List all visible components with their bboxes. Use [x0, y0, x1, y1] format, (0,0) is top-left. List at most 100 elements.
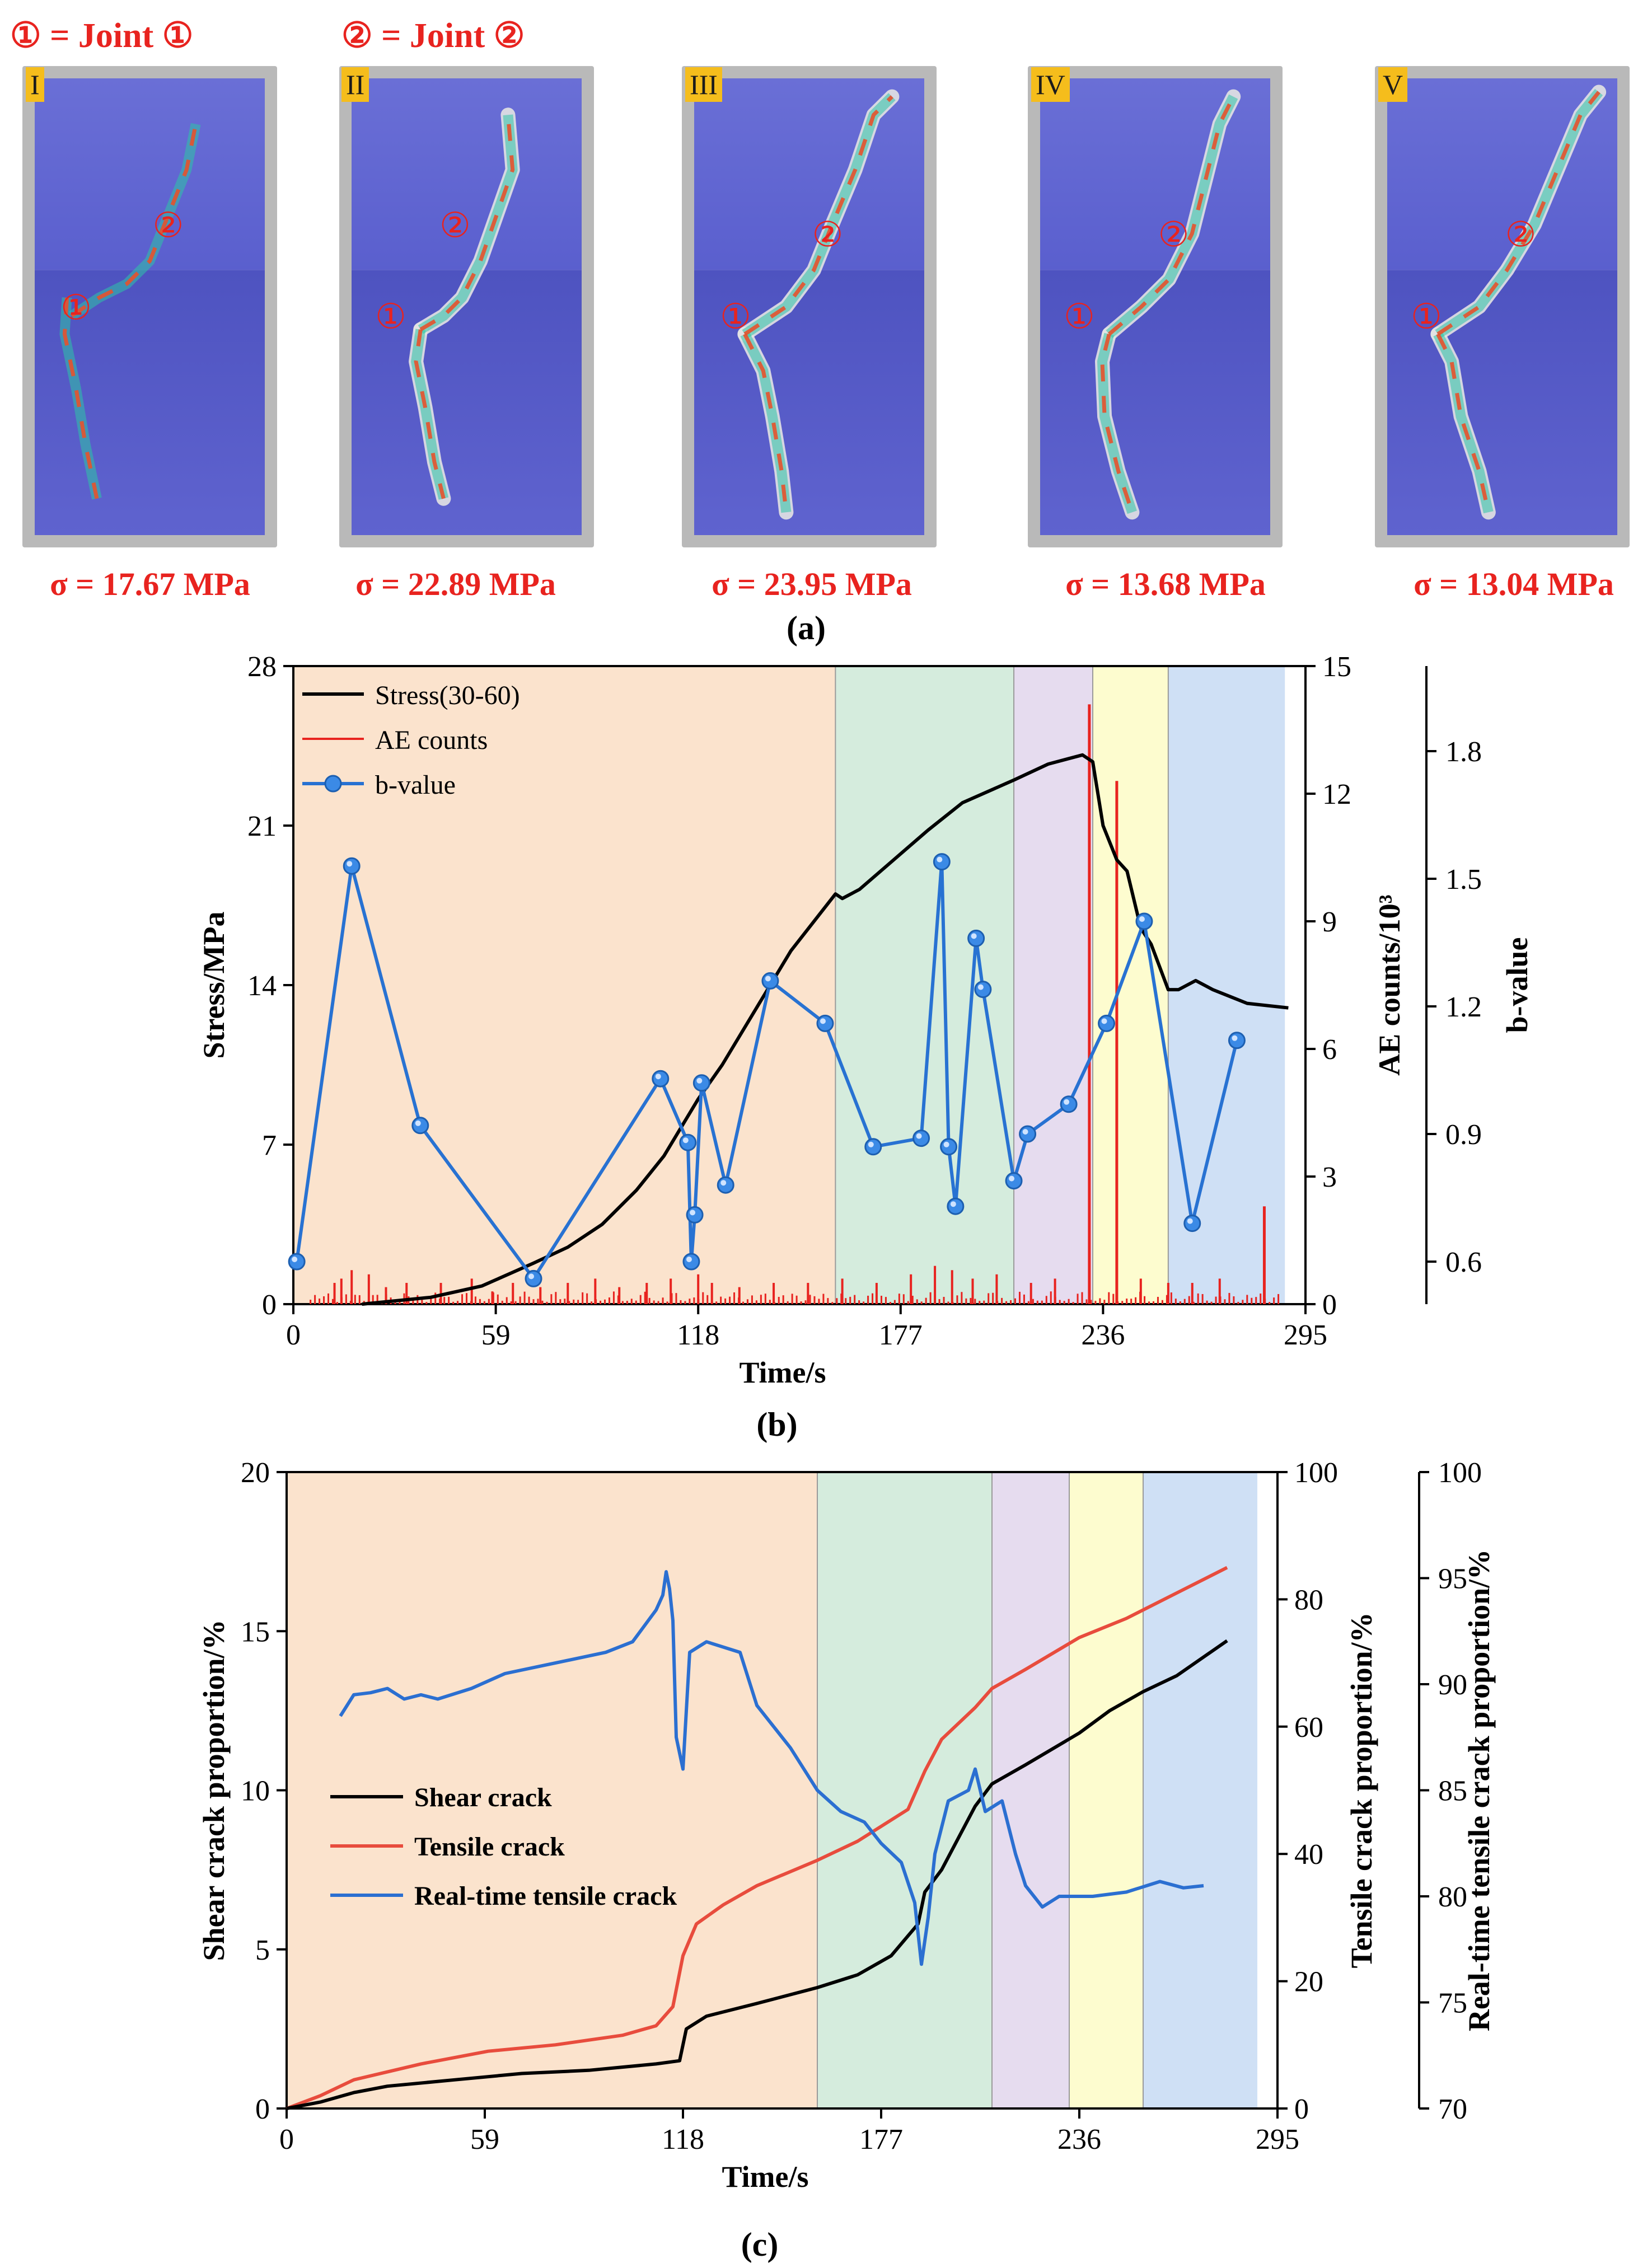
specimen-3: ①②: [682, 66, 937, 547]
b-value-point-highlight: [696, 1077, 703, 1084]
strain-peak-joint-2: [70, 123, 198, 318]
legend-shear-label: Shear crack: [414, 1783, 552, 1812]
third-axis-tick-label: 1.2: [1445, 991, 1482, 1023]
x-tick-label: 59: [481, 1319, 511, 1351]
x-tick-label: 118: [662, 2124, 704, 2155]
b-value-point-highlight: [868, 1141, 874, 1147]
b-value-point-highlight: [1232, 1035, 1238, 1041]
left-tick-label: 10: [241, 1775, 270, 1807]
stage-band-1: [293, 666, 836, 1304]
x-axis-label: Time/s: [722, 2160, 808, 2194]
left-tick-label: 20: [241, 1457, 270, 1489]
x-tick-label: 0: [279, 2124, 294, 2155]
strain-peak-joint-1: [743, 333, 788, 513]
b-value-point-highlight: [720, 1180, 727, 1186]
b-value-point-12: [864, 1138, 882, 1156]
b-value-point-8: [692, 1074, 710, 1092]
specimen-label-III: III: [685, 67, 722, 102]
third-axis-tick-label: 70: [1438, 2093, 1467, 2125]
stress-ae-bvalue-chart: 0 59 118 177 236 295 Time/s 0 7 14 21 28 Stress/MPa 0…: [197, 651, 1534, 1443]
panel-c-chart: 0 59 118 177 236 295 Time/s 0 5 10 15 20 Shear crack…: [0, 1450, 1652, 2265]
left-tick-label: 21: [247, 810, 277, 842]
right-tick-label: 12: [1322, 779, 1351, 810]
third-axis-tick-label: 90: [1438, 1669, 1467, 1701]
b-value-point-highlight: [765, 976, 771, 982]
strain-peak-joint-1: [1436, 333, 1491, 513]
joint-2-marker: ②: [439, 207, 471, 245]
stage-band-1: [287, 1472, 817, 2108]
real-time-tensile-crack-series-line: [339, 1570, 1204, 1966]
joint-1-marker: ①: [1064, 298, 1095, 336]
third-axis-tick-label: 75: [1438, 1988, 1467, 2019]
specimen-label-V: V: [1378, 67, 1408, 102]
b-value-point-highlight: [1101, 1018, 1107, 1024]
panel-b-chart: 0 59 118 177 236 295 Time/s 0 7 14 21 28 Stress/MPa 0…: [0, 651, 1652, 1450]
joint-2-marker: ②: [1158, 216, 1190, 254]
joint-2-legend: ② = Joint ②: [341, 17, 525, 55]
right-axis-label: AE counts/10³: [1373, 894, 1406, 1076]
b-value-point-25: [1228, 1032, 1246, 1049]
b-value-point-21: [1060, 1095, 1078, 1113]
b-value-point-highlight: [655, 1074, 661, 1080]
chart-caption: (b): [756, 1406, 797, 1443]
right-tick-label: 20: [1294, 1966, 1323, 1998]
left-axis-label: Stress/MPa: [197, 912, 231, 1059]
strain-peak-joint-1: [414, 329, 446, 499]
specimen-lower-half: [1387, 270, 1617, 535]
b-value-point-highlight: [937, 856, 943, 863]
x-tick-label: 177: [859, 2124, 903, 2155]
x-tick-label: 295: [1284, 1319, 1327, 1351]
specimen-upper-half: [35, 78, 265, 270]
joint-1-marker: ①: [375, 298, 406, 336]
shear-crack-series-line: [286, 1639, 1228, 2110]
x-tick-label: 59: [470, 2124, 499, 2155]
b-value-point-highlight: [415, 1120, 421, 1126]
left-tick-label: 0: [255, 2093, 270, 2125]
b-value-point-highlight: [820, 1018, 826, 1024]
b-value-point-1: [343, 857, 361, 875]
stage-band-2: [817, 1472, 992, 2108]
specimen-label-I: I: [26, 67, 44, 102]
b-value-point-10: [761, 972, 779, 990]
stress-value-III: σ = 23.95 MPa: [712, 566, 912, 602]
third-axis-label: Real-time tensile crack proportion/%: [1462, 1549, 1496, 2031]
b-value-point-13: [912, 1130, 930, 1147]
right-tick-label: 0: [1322, 1289, 1337, 1321]
stress-value-IV: σ = 13.68 MPa: [1065, 566, 1266, 602]
b-value-point-3: [525, 1269, 542, 1287]
stress-value-I: σ = 17.67 MPa: [50, 566, 250, 602]
b-value-point-highlight: [971, 933, 977, 939]
b-value-point-highlight: [950, 1201, 956, 1207]
specimen-lower-half: [694, 270, 924, 535]
strain-peak-joint-2: [743, 95, 893, 336]
third-axis-tick-label: 100: [1438, 1457, 1482, 1489]
x-tick-label: 236: [1081, 1319, 1125, 1351]
specimen-1: ①②: [22, 66, 277, 547]
right-tick-label: 9: [1322, 906, 1337, 938]
third-axis-tick-label: 1.8: [1445, 736, 1482, 768]
joint-2-marker: ②: [153, 207, 184, 245]
b-value-point-highlight: [1009, 1175, 1015, 1182]
legend-bvalue-label: b-value: [375, 770, 456, 800]
left-tick-label: 28: [247, 655, 277, 683]
strain-band-joint-2: [1435, 88, 1603, 339]
b-value-point-highlight: [943, 1141, 949, 1147]
strain-band-joint-1: [1097, 332, 1137, 514]
left-tick-label: 5: [255, 1934, 270, 1966]
ae-counts-series: [310, 704, 1280, 1304]
b-value-point-4: [652, 1070, 670, 1088]
right-axis-label: Tensile crack proportion/%: [1345, 1612, 1378, 1968]
stage-band-4: [1069, 1472, 1143, 2108]
x-axis-label: Time/s: [739, 1356, 826, 1389]
b-value-point-highlight: [528, 1273, 535, 1280]
x-tick-label: 0: [286, 1319, 301, 1351]
x-tick-label: 236: [1057, 2124, 1101, 2155]
right-tick-label: 3: [1322, 1161, 1337, 1193]
b-value-point-highlight: [690, 1210, 696, 1216]
right-tick-label: 15: [1322, 655, 1351, 683]
strain-peak-joint-2: [1108, 96, 1236, 336]
x-tick-label: 118: [677, 1319, 719, 1351]
specimen-lower-half: [1040, 270, 1270, 535]
